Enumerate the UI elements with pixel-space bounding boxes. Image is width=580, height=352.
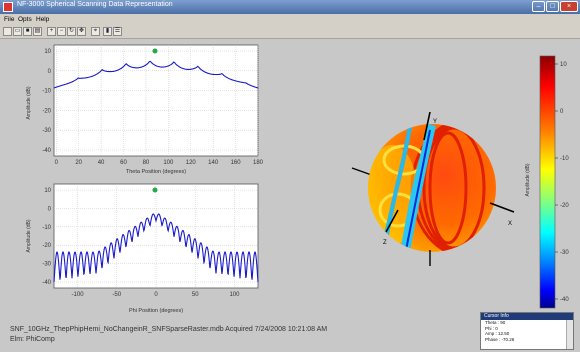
rotate-icon[interactable]: ↻ (67, 27, 76, 36)
x-tick-label: 120 (186, 160, 197, 166)
top-xlabel: Theta Position (degrees) (126, 169, 186, 175)
x-tick-label: 20 (75, 160, 82, 166)
bottom-ylabel: Amplitude (dB) (26, 219, 32, 252)
x-tick-label: 0 (154, 292, 158, 298)
readout-title: Cursor Info (481, 313, 573, 320)
phi-cut-plot: 100-10-20-30-40 -100 -50 0 50 100 Amplitude … (26, 183, 259, 314)
toolbar: ▭ ■ ▤ + − ↻ ✥ ⌖ ▮ ☰ (0, 26, 580, 39)
new-icon[interactable] (3, 27, 12, 36)
x-axis-line (489, 202, 515, 213)
zoom-out-icon[interactable]: − (57, 27, 66, 36)
menu-opts[interactable]: Opts (18, 16, 32, 23)
colorbar: 10 0 -10 -20 -30 -40 Amplitude (dB) (525, 55, 569, 309)
colorbar-label: Amplitude (dB) (525, 163, 531, 196)
x-axis-label: X (508, 221, 512, 227)
top-ylabel: Amplitude (dB) (26, 86, 32, 119)
maximize-button[interactable]: □ (546, 1, 559, 12)
theta-cut-plot: 100-10-20-30-40 0 20 40 60 80 100 120 140 160 180… (26, 44, 264, 175)
colorbar-tick-label: -10 (560, 156, 569, 162)
zoom-in-icon[interactable]: + (47, 27, 56, 36)
peak-marker (152, 187, 158, 193)
sphere-3d-plot[interactable]: Y X Z (340, 100, 530, 275)
x-tick-label: 100 (163, 160, 174, 166)
cursor-readout: Cursor Info Theta : 90 Phi : 0 Amp : 12.… (480, 312, 574, 350)
y-tick-label: 10 (44, 188, 51, 194)
colorbar-tick-label: 10 (560, 62, 567, 68)
peak-marker (152, 48, 158, 54)
title-bar: NF-3000 Spherical Scanning Data Represen… (0, 0, 580, 14)
x-tick-label: 100 (229, 292, 240, 298)
y-tick-label: -40 (42, 280, 51, 286)
y-tick-label: -10 (42, 225, 51, 231)
menu-file[interactable]: File (4, 16, 15, 23)
colorbar-tick-label: -40 (560, 297, 569, 303)
menu-help[interactable]: Help (36, 16, 50, 23)
readout-scrollbar[interactable] (566, 320, 573, 349)
y-tick-label: -30 (42, 128, 51, 134)
save-icon[interactable]: ■ (23, 27, 32, 36)
legend-icon[interactable]: ☰ (113, 27, 122, 36)
y-tick-label: -20 (42, 108, 51, 114)
colorbar-tick-label: 0 (560, 109, 564, 115)
app-icon (3, 2, 13, 12)
readout-theta: Theta : 90 (485, 320, 506, 325)
bottom-xlabel: Phi Position (degrees) (129, 308, 183, 314)
readout-phi: Phi : 0 (485, 325, 498, 331)
y-tick-label: -40 (42, 148, 51, 154)
pattern-rings (368, 124, 496, 252)
x-tick-label: 80 (143, 160, 150, 166)
y-tick-label: -30 (42, 262, 51, 268)
readout-amp: Amp : 12.50 (485, 331, 510, 336)
x-tick-label: -100 (72, 292, 85, 298)
pan-icon[interactable]: ✥ (77, 27, 86, 36)
y-axis-label: Y (433, 119, 437, 125)
colorbar-icon[interactable]: ▮ (103, 27, 112, 36)
z-axis-line (385, 209, 399, 233)
plot-area[interactable] (53, 44, 259, 157)
y-axis-line (423, 111, 431, 141)
colorbar-tick-label: -30 (560, 250, 569, 256)
z-axis-label: Z (383, 240, 387, 246)
file-info: SNF_10GHz_ThepPhipHemi_NoChangeinR_SNFSp… (10, 326, 328, 333)
menu-bar: File Opts Help (0, 15, 580, 25)
y-tick-label: 0 (48, 206, 52, 212)
colorbar-gradient (539, 55, 556, 309)
print-icon[interactable]: ▤ (33, 27, 42, 36)
x-tick-label: 0 (55, 160, 59, 166)
phi-pattern-line (53, 213, 259, 283)
element-info: Elm: PhiComp (10, 336, 55, 343)
y-tick-label: 0 (48, 69, 52, 75)
minimize-button[interactable]: – (532, 1, 545, 12)
colorbar-tick-label: -20 (560, 203, 569, 209)
open-icon[interactable]: ▭ (13, 27, 22, 36)
x-tick-label: 140 (208, 160, 219, 166)
close-button[interactable]: × (560, 1, 578, 12)
x-tick-label: 180 (253, 160, 264, 166)
datacursor-icon[interactable]: ⌖ (91, 27, 100, 36)
y-tick-label: -20 (42, 243, 51, 249)
window-title: NF-3000 Spherical Scanning Data Represen… (17, 1, 173, 8)
x-tick-label: 160 (231, 160, 242, 166)
readout-phase: Phase : -70.26 (485, 336, 515, 342)
x-tick-label: 60 (120, 160, 127, 166)
x-tick-label: 50 (192, 292, 199, 298)
theta-pattern-line (53, 60, 259, 89)
x-tick-label: 40 (98, 160, 105, 166)
x-tick-label: -50 (112, 292, 121, 298)
y-tick-label: -10 (42, 89, 51, 95)
y-tick-label: 10 (44, 49, 51, 55)
